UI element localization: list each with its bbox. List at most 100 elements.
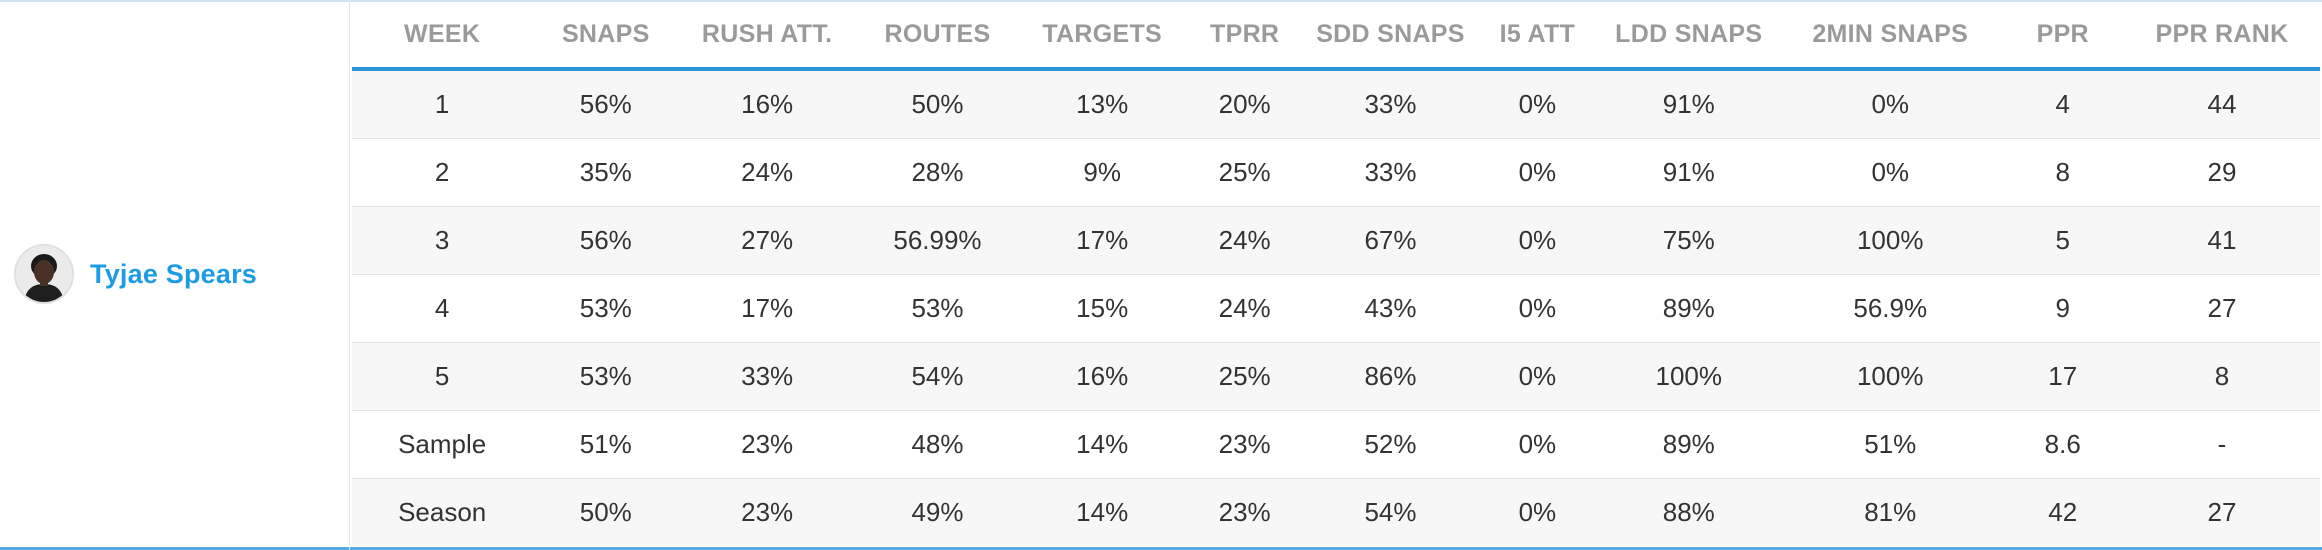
- column-header-week[interactable]: WEEK: [352, 2, 533, 71]
- table-body: 1 56% 16% 50% 13% 20% 33% 0% 91% 0% 4 44 2 35% 24% 28% 9…: [352, 69, 2320, 546]
- table-cell: Season: [352, 478, 533, 546]
- table-cell: 5: [352, 342, 533, 411]
- table-cell: 86%: [1304, 342, 1477, 411]
- table-cell: 35%: [532, 138, 680, 207]
- table-cell: -: [2123, 410, 2320, 479]
- table-header-row: WEEK SNAPS RUSH ATT. ROUTES TARGETS TPRR SDD S…: [352, 2, 2320, 71]
- table-cell: 20%: [1184, 69, 1305, 139]
- table-cell: 50%: [855, 69, 1020, 139]
- player-name[interactable]: Tyjae Spears: [90, 258, 257, 289]
- table-cell: 100%: [1778, 342, 2002, 411]
- table-cell: 0%: [1476, 342, 1599, 411]
- table-cell: 52%: [1304, 410, 1477, 479]
- table-cell: 0%: [1476, 206, 1599, 275]
- table-cell: 25%: [1184, 342, 1305, 411]
- table-cell: 8.6: [2001, 410, 2124, 479]
- table-cell: 5: [2001, 206, 2124, 275]
- table-cell: 54%: [855, 342, 1020, 411]
- table-cell: 81%: [1778, 478, 2002, 546]
- table-cell: 27: [2123, 478, 2320, 546]
- column-header-routes[interactable]: ROUTES: [855, 2, 1020, 71]
- table-cell: 51%: [1778, 410, 2002, 479]
- table-cell: 89%: [1598, 274, 1779, 343]
- table-cell: 27: [2123, 274, 2320, 343]
- table-cell: 17%: [1019, 206, 1185, 275]
- table-cell: 9: [2001, 274, 2124, 343]
- column-header-tprr[interactable]: TPRR: [1184, 2, 1305, 71]
- table-cell: 56%: [532, 206, 680, 275]
- table-cell: 23%: [1184, 410, 1305, 479]
- table-cell: 100%: [1598, 342, 1779, 411]
- table-cell: 29: [2123, 138, 2320, 207]
- table-cell: 41: [2123, 206, 2320, 275]
- column-header-2min-snaps[interactable]: 2MIN SNAPS: [1778, 2, 2002, 71]
- table-cell: 14%: [1019, 478, 1185, 546]
- table-cell: 56.99%: [855, 206, 1020, 275]
- table-cell: 67%: [1304, 206, 1477, 275]
- table-row: Sample 51% 23% 48% 14% 23% 52% 0% 89% 51% 8.6-: [352, 410, 2320, 479]
- table-cell: 53%: [532, 274, 680, 343]
- table-cell: 25%: [1184, 138, 1305, 207]
- player-headshot-icon: [14, 244, 74, 304]
- table-cell: 33%: [1304, 138, 1477, 207]
- column-header-targets[interactable]: TARGETS: [1019, 2, 1185, 71]
- table-row: Season 50% 23% 49% 14% 23% 54% 0% 88% 81% 42 27: [352, 478, 2320, 546]
- table-cell: 23%: [679, 478, 856, 546]
- table-cell: 16%: [679, 69, 856, 139]
- table-cell: 48%: [855, 410, 1020, 479]
- table-cell: 89%: [1598, 410, 1779, 479]
- player-link[interactable]: Tyjae Spears: [14, 244, 257, 304]
- table-cell: 8: [2001, 138, 2124, 207]
- table-cell: 0%: [1778, 69, 2002, 139]
- table-cell: 24%: [679, 138, 856, 207]
- table-cell: 4: [352, 274, 533, 343]
- table-cell: 8: [2123, 342, 2320, 411]
- table-cell: 0%: [1476, 410, 1599, 479]
- table-cell: 53%: [532, 342, 680, 411]
- table-cell: 15%: [1019, 274, 1185, 343]
- table-cell: 43%: [1304, 274, 1477, 343]
- table-cell: 13%: [1019, 69, 1185, 139]
- table-cell: 49%: [855, 478, 1020, 546]
- table-cell: 33%: [1304, 69, 1477, 139]
- table-cell: 75%: [1598, 206, 1779, 275]
- table-cell: 88%: [1598, 478, 1779, 546]
- table-cell: 50%: [532, 478, 680, 546]
- table-row: 4 53% 17% 53% 15% 24% 43% 0% 89% 56.9% 9 27: [352, 274, 2320, 343]
- column-header-rush-att[interactable]: RUSH ATT.: [679, 2, 856, 71]
- table-cell: 2: [352, 138, 533, 207]
- player-cell: Tyjae Spears: [0, 0, 350, 550]
- column-header-ppr-rank[interactable]: PPR RANK: [2123, 2, 2320, 71]
- table-cell: 0%: [1476, 478, 1599, 546]
- table-cell: 1: [352, 69, 533, 139]
- table-cell: 28%: [855, 138, 1020, 207]
- column-header-ldd-snaps[interactable]: LDD SNAPS: [1598, 2, 1779, 71]
- table-cell: 0%: [1476, 69, 1599, 139]
- table-cell: 24%: [1184, 274, 1305, 343]
- table-row: 2 35% 24% 28% 9% 25% 33% 0% 91% 0% 8 29: [352, 138, 2320, 207]
- table-cell: 100%: [1778, 206, 2002, 275]
- table-row: 5 53% 33% 54% 16% 25% 86% 0% 100% 100% 17 8: [352, 342, 2320, 411]
- table-cell: 23%: [679, 410, 856, 479]
- table-cell: 56.9%: [1778, 274, 2002, 343]
- table-cell: 4: [2001, 69, 2124, 139]
- table-cell: 44: [2123, 69, 2320, 139]
- table-cell: 56%: [532, 69, 680, 139]
- table-cell: 0%: [1476, 138, 1599, 207]
- table-cell: 24%: [1184, 206, 1305, 275]
- column-header-ppr[interactable]: PPR: [2001, 2, 2124, 71]
- table-cell: 33%: [679, 342, 856, 411]
- table-cell: 42: [2001, 478, 2124, 546]
- table-cell: 14%: [1019, 410, 1185, 479]
- column-header-i5-att[interactable]: I5 ATT: [1476, 2, 1599, 71]
- table-cell: 17: [2001, 342, 2124, 411]
- table-cell: Sample: [352, 410, 533, 479]
- table-cell: 91%: [1598, 69, 1779, 139]
- table-cell: 9%: [1019, 138, 1185, 207]
- table-row: 1 56% 16% 50% 13% 20% 33% 0% 91% 0% 4 44: [352, 69, 2320, 139]
- table-cell: 53%: [855, 274, 1020, 343]
- column-header-snaps[interactable]: SNAPS: [532, 2, 680, 71]
- column-header-sdd-snaps[interactable]: SDD SNAPS: [1304, 2, 1477, 71]
- weekly-stats-table: WEEK SNAPS RUSH ATT. ROUTES TARGETS TPRR SDD S…: [352, 2, 2320, 546]
- table-cell: 27%: [679, 206, 856, 275]
